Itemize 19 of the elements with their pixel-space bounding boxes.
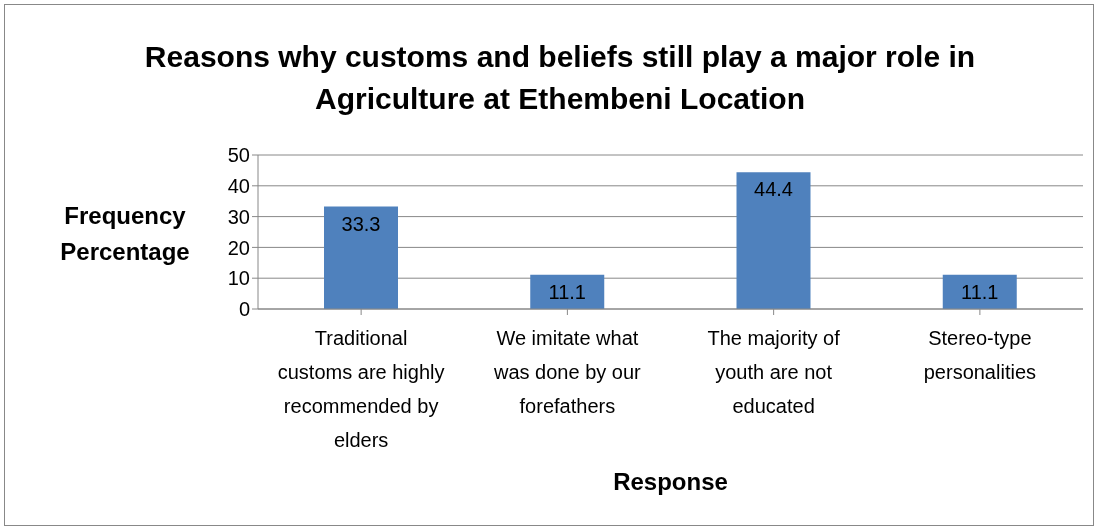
- chart-title: Reasons why customs and beliefs still play a major role in Agriculture at Ethembeni Location: [143, 39, 977, 117]
- x-tick-label: Stereo-type personalities: [923, 327, 1037, 383]
- x-tick-label: We imitate what was done by our forefathers: [492, 327, 642, 417]
- y-tick-label: 20: [227, 236, 250, 259]
- y-axis-title: Frequency Percentage: [59, 201, 191, 267]
- data-label: 33.3: [341, 212, 381, 235]
- x-axis-title: Response: [612, 468, 729, 496]
- x-tick-label: Traditional customs are highly recommended by elders: [277, 327, 445, 451]
- y-tick-label: 50: [227, 144, 250, 167]
- bar: [324, 206, 398, 309]
- bar: [736, 172, 811, 309]
- y-tick-label: 30: [227, 205, 250, 228]
- y-tick-label: 10: [227, 267, 250, 290]
- data-label: 11.1: [961, 281, 999, 304]
- data-label: 44.4: [754, 178, 793, 201]
- data-label: 11.1: [548, 281, 586, 304]
- x-tick-label: The majority of youth are not educated: [707, 327, 841, 417]
- y-tick-label: 40: [227, 174, 250, 197]
- y-tick-label: 0: [238, 298, 250, 321]
